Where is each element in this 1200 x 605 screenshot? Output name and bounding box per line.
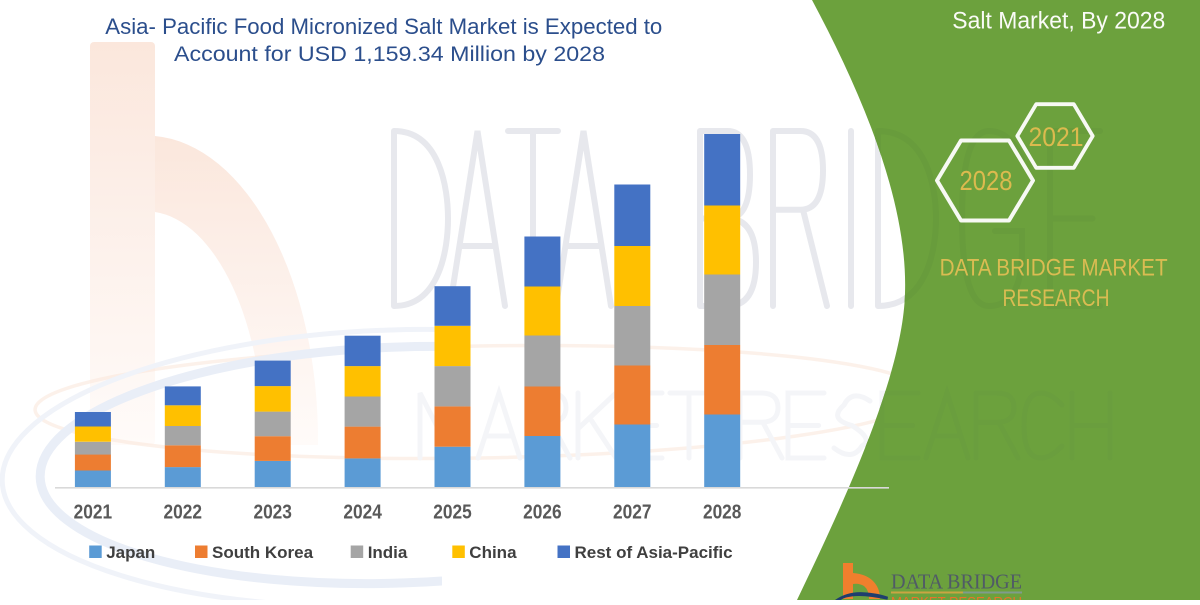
svg-text:DATA BRIDGE: DATA BRIDGE bbox=[891, 570, 1022, 594]
svg-text:2021: 2021 bbox=[74, 501, 113, 524]
svg-text:Account for USD 1,159.34 Milli: Account for USD 1,159.34 Million by 2028 bbox=[174, 42, 605, 66]
svg-text:RESEARCH: RESEARCH bbox=[1003, 285, 1110, 312]
svg-text:DATA BRIDGE MARKET: DATA BRIDGE MARKET bbox=[940, 255, 1168, 282]
svg-text:China: China bbox=[469, 543, 517, 562]
svg-text:MARKET RESEARCH: MARKET RESEARCH bbox=[891, 594, 1022, 601]
svg-text:2024: 2024 bbox=[343, 501, 382, 524]
svg-text:2023: 2023 bbox=[253, 501, 292, 524]
svg-text:2022: 2022 bbox=[164, 501, 203, 524]
svg-text:2028: 2028 bbox=[960, 165, 1013, 196]
svg-text:2028: 2028 bbox=[703, 501, 742, 524]
svg-text:2021: 2021 bbox=[1029, 122, 1084, 152]
svg-text:Rest of Asia-Pacific: Rest of Asia-Pacific bbox=[575, 543, 733, 562]
svg-text:2026: 2026 bbox=[523, 501, 562, 524]
svg-text:2027: 2027 bbox=[613, 501, 652, 524]
svg-text:2025: 2025 bbox=[433, 501, 472, 524]
svg-text:Asia- Pacific Food Micronized: Asia- Pacific Food Micronized Salt Marke… bbox=[105, 14, 662, 39]
svg-text:South Korea: South Korea bbox=[212, 543, 314, 562]
svg-text:Salt Market, By 2028: Salt Market, By 2028 bbox=[952, 8, 1165, 35]
svg-text:India: India bbox=[368, 543, 408, 562]
svg-text:Japan: Japan bbox=[106, 543, 155, 562]
